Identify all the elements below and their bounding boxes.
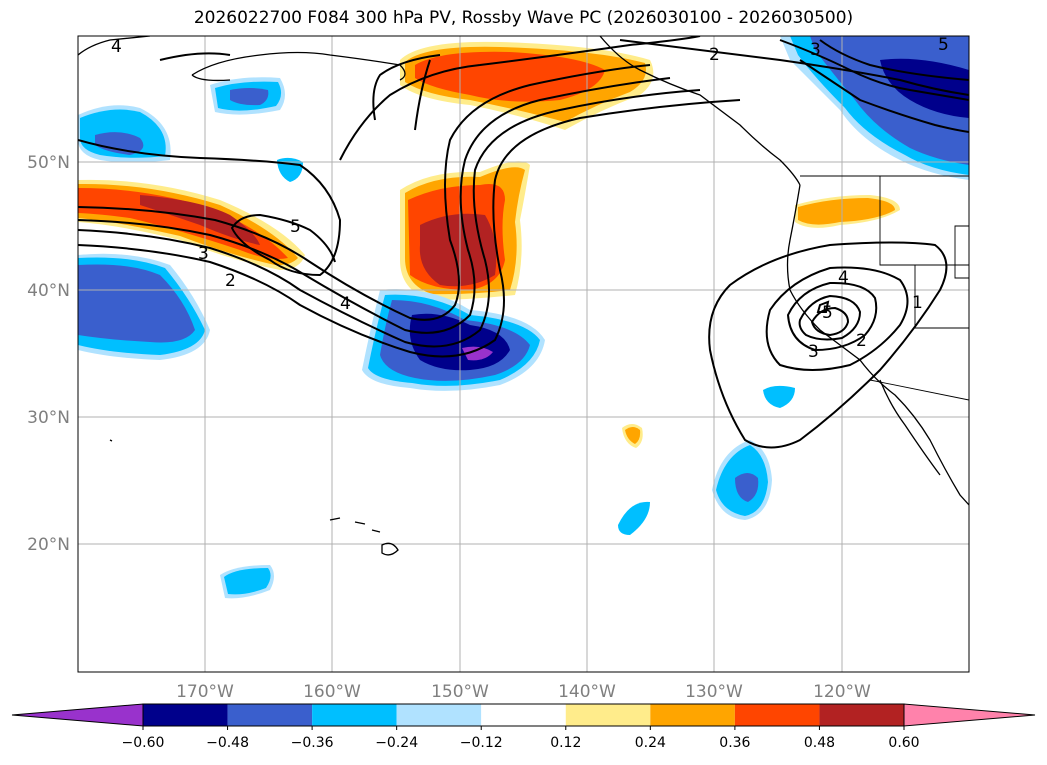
lon-label: 120°W (813, 682, 871, 702)
colorbar-tick-label: −0.12 (460, 735, 503, 751)
lat-label: 30°N (27, 408, 70, 428)
contour-label: 3 (810, 40, 821, 60)
colorbar-tick-label: 0.24 (635, 735, 666, 751)
colorbar-segment (565, 704, 651, 726)
colorbar-tick-label: −0.24 (375, 735, 418, 751)
contour-label: 4 (340, 294, 351, 314)
colorbar-tick-label: −0.60 (122, 735, 165, 751)
contours (78, 36, 969, 449)
colorbar-segment (396, 704, 482, 726)
colorbar-tick-label: 0.48 (804, 735, 835, 751)
colorbar-tick-label: −0.36 (291, 735, 334, 751)
colorbar-outline (142, 703, 905, 727)
positive-anomaly-central (400, 161, 530, 300)
colorbar-tick-label: 0.36 (719, 735, 750, 751)
contour-labels: 4 2 3 5 5 3 2 4 4 5 3 2 1 (111, 35, 949, 362)
contour-label: 1 (912, 293, 923, 313)
lat-label: 40°N (27, 281, 70, 301)
lat-label: 50°N (27, 153, 70, 173)
contour-label: 4 (111, 37, 122, 57)
colorbar-segment (227, 704, 313, 726)
contour-label: 3 (808, 342, 819, 362)
negative-anomaly-aleutian (210, 77, 285, 115)
contour-label: 2 (856, 331, 867, 351)
negative-anomaly-subtropical (220, 385, 795, 599)
colorbar-tick-label: 0.12 (550, 735, 581, 751)
contour-label: 5 (290, 217, 301, 237)
colorbar-segment (312, 704, 397, 726)
negative-anomaly-northeast (780, 36, 969, 180)
longitude-labels: 170°W 160°W 150°W 140°W 130°W 120°W (176, 682, 871, 702)
contour-label: 2 (709, 45, 720, 65)
lat-label: 20°N (27, 535, 70, 555)
map-title: 2026022700 F084 300 hPa PV, Rossby Wave … (193, 8, 854, 28)
contour-label: 3 (198, 244, 209, 264)
colorbar-segment (481, 704, 566, 726)
colorbar-segment (143, 704, 228, 726)
lon-label: 170°W (176, 682, 234, 702)
colorbar-extend-max (903, 703, 1036, 727)
contour-label: 5 (938, 35, 949, 55)
colorbar: −0.60 −0.48 −0.36 −0.24 −0.12 0.12 0.24 0.36 0.4… (11, 703, 1036, 751)
colorbar-extend-min (11, 703, 144, 727)
contour-label: 4 (838, 268, 849, 288)
colorbar-segment (650, 704, 735, 726)
colorbar-tick-label: −0.48 (206, 735, 249, 751)
negative-anomaly-west (78, 253, 210, 360)
map-frame (77, 35, 970, 673)
colorbar-segment (734, 704, 820, 726)
contour-label: 2 (225, 271, 236, 291)
latitude-labels: 50°N 40°N 30°N 20°N (27, 153, 70, 555)
lon-label: 160°W (303, 682, 361, 702)
contour-label: 5 (822, 303, 833, 323)
lon-label: 150°W (431, 682, 489, 702)
lon-label: 140°W (558, 682, 616, 702)
colorbar-tick-label: 0.60 (888, 735, 919, 751)
lon-label: 130°W (685, 682, 743, 702)
positive-anomaly-northwest-coast (795, 195, 900, 228)
colorbar-segment (819, 704, 904, 726)
